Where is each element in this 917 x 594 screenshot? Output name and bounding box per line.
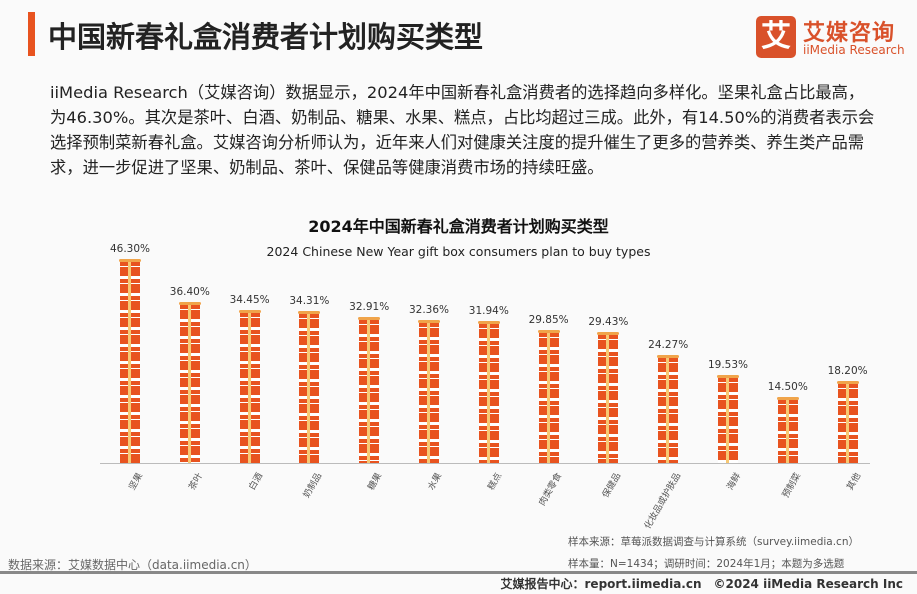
data-label: 46.30% — [109, 243, 151, 255]
bar-9 — [657, 354, 680, 463]
bar-12 — [836, 380, 859, 463]
bar-2 — [238, 310, 261, 463]
x-tick-label: 白酒 — [247, 471, 265, 493]
data-label: 29.85% — [528, 314, 569, 327]
bar-1 — [178, 301, 201, 463]
logo-name-cn: 艾媒咨询 — [803, 21, 896, 46]
page-title: 中国新春礼盒消费者计划购买类型 — [48, 20, 484, 54]
title-accent-bar — [28, 12, 35, 56]
data-label: 32.36% — [408, 303, 450, 316]
data-label: 36.40% — [169, 285, 210, 298]
data-label: 31.94% — [468, 305, 509, 318]
bar-8 — [597, 332, 620, 463]
footer-divider — [0, 571, 917, 574]
data-label: 32.91% — [349, 301, 390, 314]
data-label: 29.43% — [588, 316, 629, 329]
bar-11 — [776, 397, 799, 463]
bar-5 — [418, 319, 440, 463]
data-label: 19.53% — [707, 359, 749, 372]
bar-10 — [717, 375, 739, 463]
logo-name-en: iiMedia Research — [803, 43, 905, 57]
x-tick-label: 茶叶 — [187, 471, 206, 493]
description: iiMedia Research（艾媒咨询）数据显示，2024年中国新春礼盒消费… — [50, 83, 875, 177]
x-tick-label: 糖果 — [366, 471, 385, 493]
x-axis-line — [100, 463, 870, 464]
logo-mark: 艾 — [756, 16, 796, 58]
x-tick-label: 其他 — [845, 471, 863, 493]
bar-0 — [119, 259, 141, 463]
chart-title: 2024年中国新春礼盒消费者计划购买类型 — [308, 217, 609, 236]
sample-info-note: 样本量：N=1434；调研时间：2024年1月；本题为多选题 — [568, 558, 845, 570]
bar-6 — [477, 321, 500, 463]
data-label: 18.20% — [827, 364, 868, 377]
footer-text: 艾媒报告中心：report.iimedia.cn ©2024 iiMedia R… — [500, 577, 903, 591]
x-tick-label: 保健品 — [601, 471, 624, 500]
bar-4 — [358, 317, 381, 463]
x-tick-label: 化妆品或护肤品 — [643, 471, 684, 532]
x-tick-label: 奶制品 — [302, 471, 325, 500]
data-label: 24.27% — [648, 338, 689, 351]
x-tick-label: 水果 — [426, 471, 445, 493]
iimedia-logo: 艾 艾媒咨询 iiMedia Research — [756, 14, 906, 60]
data-label: 34.31% — [289, 295, 330, 308]
x-tick-label: 坚果 — [127, 471, 146, 493]
sample-source-note: 样本来源：草莓派数据调查与计算系统（survey.iimedia.cn） — [568, 536, 859, 548]
x-tick-label: 糕点 — [486, 471, 505, 493]
data-label: 14.50% — [767, 381, 808, 394]
data-label: 34.45% — [229, 294, 270, 307]
x-tick-label: 海鲜 — [725, 471, 744, 493]
data-source: 数据来源：艾媒数据中心（data.iimedia.cn） — [8, 558, 257, 572]
x-tick-label: 预制菜 — [780, 471, 804, 500]
chart-subtitle: 2024 Chinese New Year gift box consumers… — [266, 244, 651, 259]
bar-3 — [298, 311, 321, 463]
x-tick-label: 肉类零食 — [537, 471, 564, 508]
bar-7 — [537, 330, 560, 463]
